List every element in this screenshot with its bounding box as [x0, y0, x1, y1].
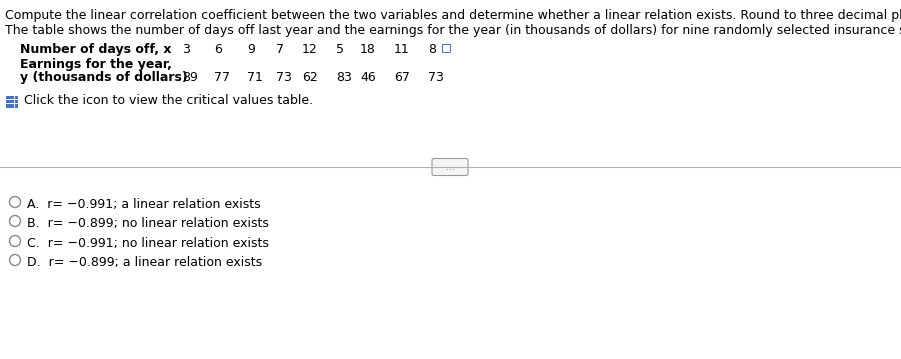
Text: 11: 11: [394, 43, 410, 56]
Text: 6: 6: [214, 43, 222, 56]
Text: Earnings for the year,: Earnings for the year,: [20, 58, 172, 71]
Text: The table shows the number of days off last year and the earnings for the year (: The table shows the number of days off l…: [5, 24, 901, 37]
Text: Click the icon to view the critical values table.: Click the icon to view the critical valu…: [24, 94, 314, 107]
Bar: [6, 104, 10, 108]
Bar: [10, 95, 14, 99]
Text: y (thousands of dollars): y (thousands of dollars): [20, 71, 187, 84]
Text: 7: 7: [276, 43, 284, 56]
Text: 71: 71: [247, 71, 263, 84]
FancyBboxPatch shape: [432, 159, 468, 176]
Text: 9: 9: [247, 43, 255, 56]
Bar: [14, 95, 18, 99]
Text: 77: 77: [214, 71, 230, 84]
Text: 83: 83: [336, 71, 352, 84]
Circle shape: [10, 196, 21, 208]
Text: C.  r= −0.991; no linear relation exists: C. r= −0.991; no linear relation exists: [27, 237, 268, 250]
Bar: [6, 95, 10, 99]
Text: 67: 67: [394, 71, 410, 84]
Circle shape: [10, 215, 21, 227]
Text: A.  r= −0.991; a linear relation exists: A. r= −0.991; a linear relation exists: [27, 198, 260, 211]
Text: 73: 73: [276, 71, 292, 84]
Bar: [14, 104, 18, 108]
Text: 3: 3: [182, 43, 190, 56]
Circle shape: [10, 236, 21, 247]
Text: 46: 46: [360, 71, 376, 84]
Bar: [6, 100, 10, 103]
Text: 73: 73: [428, 71, 444, 84]
Text: 89: 89: [182, 71, 198, 84]
Bar: [10, 104, 14, 108]
Text: Compute the linear correlation coefficient between the two variables and determi: Compute the linear correlation coefficie…: [5, 9, 901, 22]
Circle shape: [10, 255, 21, 266]
Text: D.  r= −0.899; a linear relation exists: D. r= −0.899; a linear relation exists: [27, 256, 262, 269]
Text: 62: 62: [302, 71, 318, 84]
Text: 12: 12: [302, 43, 318, 56]
Text: 5: 5: [336, 43, 344, 56]
Text: 8: 8: [428, 43, 436, 56]
Text: Number of days off, x: Number of days off, x: [20, 43, 171, 56]
Bar: [14, 100, 18, 103]
Text: ...: ...: [446, 163, 454, 172]
Bar: [10, 100, 14, 103]
Bar: [442, 44, 450, 52]
Text: 18: 18: [360, 43, 376, 56]
Text: B.  r= −0.899; no linear relation exists: B. r= −0.899; no linear relation exists: [27, 217, 268, 230]
